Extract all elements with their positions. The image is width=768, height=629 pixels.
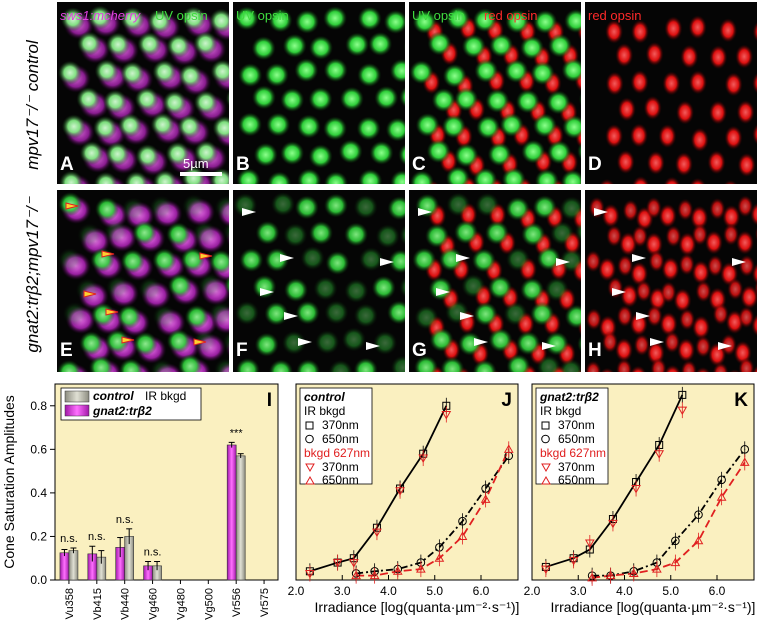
legend-title: gnat2:trβ2 [539,390,599,404]
x-tick-label: 3.0 [334,584,351,598]
panel-a-tag-uv: UV opsin [155,8,208,23]
panel-letter-h: H [588,340,602,361]
significance-label: n.s. [88,531,106,543]
bar [227,445,236,580]
legend-gnat2: gnat2:trβ2 [92,404,152,418]
legend-370-627: 370nm [558,460,595,474]
legend-650-627: 650nm [558,473,595,487]
x-tick-label: Vu358 [64,588,76,619]
micrograph-panel [57,190,257,392]
x-axis-label: Irradiance [log(quanta·µm⁻²·s⁻¹)] [315,599,520,615]
legend-370-627: 370nm [322,460,359,474]
row-label-gnat2: gnat2:trβ2;mpv17⁻/⁻ [23,195,42,352]
legend-control: control [93,389,134,403]
x-tick-label: 6.0 [473,584,490,598]
legend-group-627: bkgd 627nm [304,446,370,460]
legend-650-627: 650nm [322,473,359,487]
x-tick-label: 4.0 [616,584,633,598]
bar [69,551,78,580]
significance-label: *** [230,427,244,439]
y-axis-label: Cone Saturation Amplitudes [1,395,17,569]
x-tick-label: Vg500 [203,588,215,620]
legend-ir-bkgd: IR bkgd [145,389,186,403]
panel-letter-c: C [412,154,426,175]
legend-group-ir: IR bkgd [304,404,345,418]
panel-letter: K [734,390,748,411]
panel-letter: J [501,390,512,411]
x-tick-label: Vg460 [148,588,160,620]
panel-letter-g: G [412,340,427,361]
panel-letter-b: B [236,154,250,175]
panel-d-tag-red: red opsin [588,8,641,23]
panel-letter-a: A [60,154,74,175]
x-tick-label: 5.0 [426,584,443,598]
legend-title: control [304,390,345,404]
scale-bar-label: 5µm [183,156,209,171]
bar [236,456,245,580]
x-tick-label: Vb415 [92,588,104,620]
micrograph-panel [409,2,612,204]
x-tick-label: Vr556 [231,588,243,617]
legend-650-ir: 650nm [558,432,595,446]
panel-b-tag-uv: UV opsin [236,8,289,23]
y-tick-label: 0.4 [30,486,47,500]
panel-a-tag-mcherry: sws1:mcherry [60,8,142,23]
legend-650-ir: 650nm [322,432,359,446]
y-tick-label: 0.2 [30,529,47,543]
panel-c-tag-red: red opsin [484,8,537,23]
significance-label: n.s. [60,533,78,545]
legend-swatch-gnat2 [65,405,89,416]
x-tick-label: 6.0 [709,584,726,598]
x-tick-label: Vb440 [120,588,132,620]
significance-label: n.s. [116,514,134,526]
legend-370-ir: 370nm [322,418,359,432]
legend-swatch-control [65,391,89,402]
micrograph-panel [233,190,428,384]
panel-letter-d: D [588,154,602,175]
x-tick-label: 5.0 [662,584,679,598]
x-axis-label: Irradiance [log(quanta·µm⁻²·s⁻¹)] [551,599,756,615]
figure: mpv17⁻/⁻ control gnat2:trβ2;mpv17⁻/⁻ sws… [0,0,768,629]
legend-group-627: bkgd 627nm [540,446,606,460]
row-label-control: mpv17⁻/⁻ control [23,39,42,170]
panel-letter-i: I [267,390,272,411]
micrograph-panel [233,2,428,195]
x-tick-label: 2.0 [288,584,305,598]
micrograph-panel [57,2,263,204]
bar [60,553,69,580]
x-tick-label: Vr575 [259,588,271,617]
x-tick-label: 4.0 [380,584,397,598]
x-tick-label: Vg480 [175,588,187,620]
legend-group-ir: IR bkgd [540,404,581,418]
y-tick-label: 0.6 [30,442,47,456]
significance-label: n.s. [144,546,162,558]
micrograph-grid [57,2,768,394]
legend-370-ir: 370nm [558,418,595,432]
y-tick-label: 0.0 [30,573,47,587]
y-tick-label: 0.8 [30,399,47,413]
panel-letter-e: E [60,340,73,361]
panel-letter-f: F [236,340,248,361]
panel-c-tag-uv: UV opsin [412,8,465,23]
x-tick-label: 3.0 [570,584,587,598]
x-tick-label: 2.0 [524,584,541,598]
chart-i: 0.0 0.2 0.4 0.6 0.8 Cone Saturation Amplitude… [1,384,278,620]
scale-bar [180,172,222,176]
micrograph-panel [585,2,768,205]
